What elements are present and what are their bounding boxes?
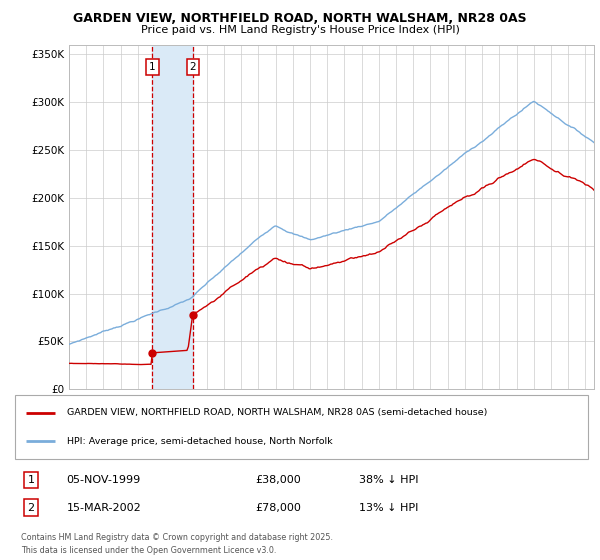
Text: 05-NOV-1999: 05-NOV-1999 bbox=[67, 475, 141, 485]
Text: 2: 2 bbox=[28, 503, 35, 512]
Bar bbox=[152, 45, 193, 389]
Text: 2: 2 bbox=[190, 62, 196, 72]
Text: 1: 1 bbox=[149, 62, 156, 72]
Text: HPI: Average price, semi-detached house, North Norfolk: HPI: Average price, semi-detached house,… bbox=[67, 437, 332, 446]
Text: 15-MAR-2002: 15-MAR-2002 bbox=[67, 503, 142, 512]
Text: Contains HM Land Registry data © Crown copyright and database right 2025.
This d: Contains HM Land Registry data © Crown c… bbox=[21, 534, 333, 555]
FancyBboxPatch shape bbox=[15, 395, 588, 459]
Text: 1: 1 bbox=[28, 475, 35, 485]
Text: 38% ↓ HPI: 38% ↓ HPI bbox=[359, 475, 418, 485]
Text: GARDEN VIEW, NORTHFIELD ROAD, NORTH WALSHAM, NR28 0AS (semi-detached house): GARDEN VIEW, NORTHFIELD ROAD, NORTH WALS… bbox=[67, 408, 487, 417]
Text: GARDEN VIEW, NORTHFIELD ROAD, NORTH WALSHAM, NR28 0AS: GARDEN VIEW, NORTHFIELD ROAD, NORTH WALS… bbox=[73, 12, 527, 25]
Text: 13% ↓ HPI: 13% ↓ HPI bbox=[359, 503, 418, 512]
Text: Price paid vs. HM Land Registry's House Price Index (HPI): Price paid vs. HM Land Registry's House … bbox=[140, 25, 460, 35]
Text: £38,000: £38,000 bbox=[256, 475, 301, 485]
Text: £78,000: £78,000 bbox=[256, 503, 302, 512]
